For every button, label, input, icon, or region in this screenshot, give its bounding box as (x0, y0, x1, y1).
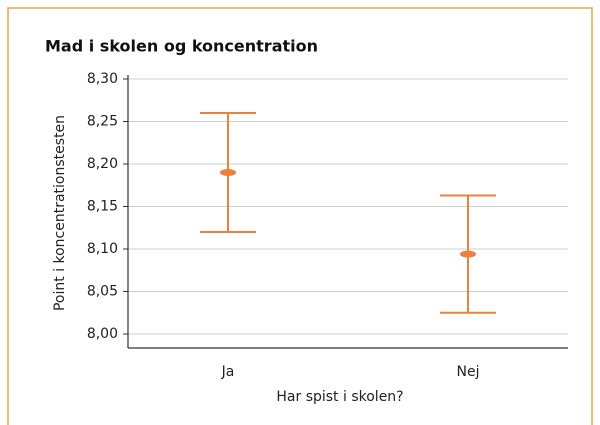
y-tick-label: 8,10 (87, 241, 118, 257)
x-axis-label: Har spist i skolen? (276, 389, 403, 405)
x-tick-label: Nej (457, 364, 480, 380)
y-tick-label: 8,05 (87, 284, 118, 300)
y-tick-label: 8,20 (87, 156, 118, 172)
y-tick-label: 8,25 (87, 114, 118, 130)
y-tick-label: 8,00 (87, 326, 118, 342)
chart-title: Mad i skolen og koncentration (45, 37, 318, 56)
y-tick-label: 8,30 (87, 71, 118, 87)
mean-marker (460, 250, 476, 258)
mean-marker (220, 169, 236, 176)
frame (7, 7, 593, 425)
y-tick-label: 8,15 (87, 199, 118, 215)
x-tick-label: Ja (221, 364, 235, 380)
y-axis-label: Point i koncentrationstesten (52, 115, 68, 311)
